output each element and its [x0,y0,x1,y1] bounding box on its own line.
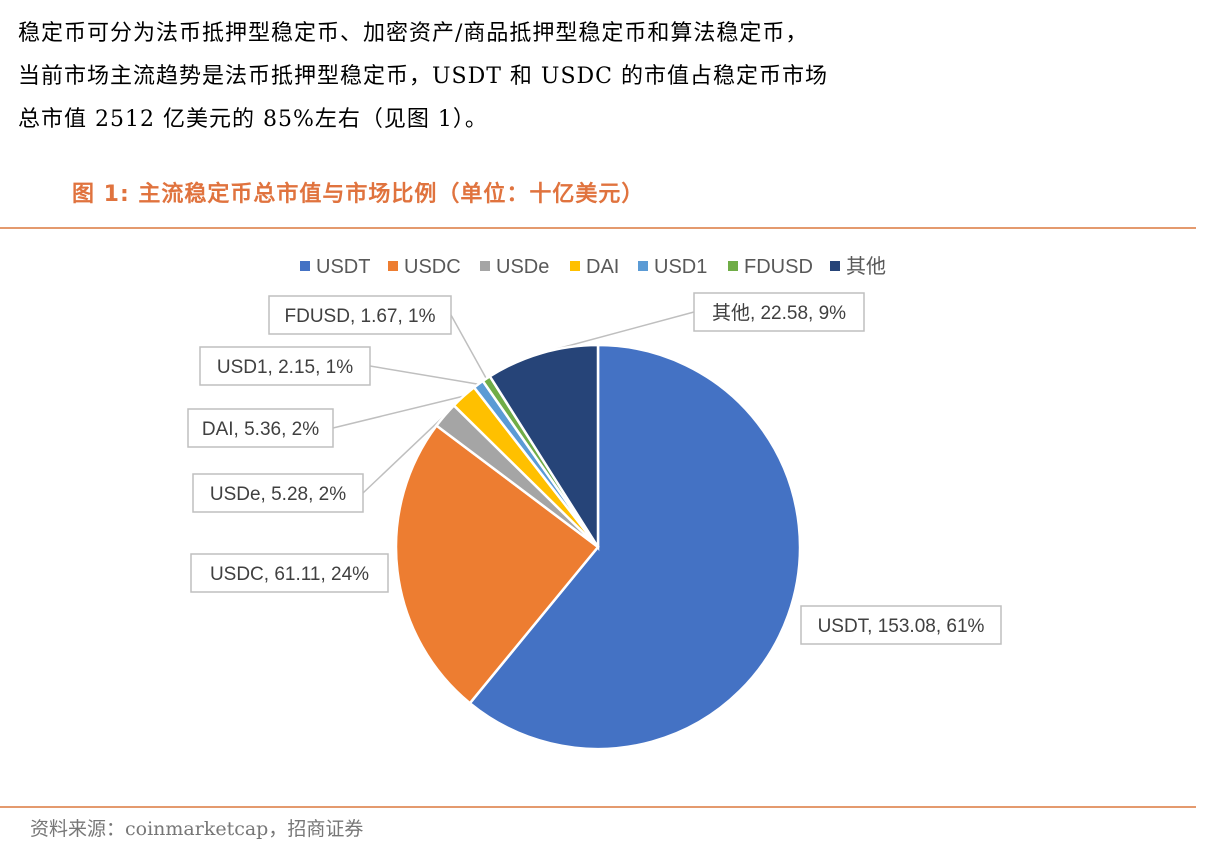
legend-swatch-fdusd [728,261,738,271]
legend-label-usde: USDe [496,256,549,278]
leader-line-usd1 [369,365,479,385]
legend-swatch-usdt [300,261,310,271]
data-label-fdusd: FDUSD, 1.67, 1% [285,306,436,327]
data-label-dai: DAI, 5.36, 2% [202,419,319,440]
legend-label-fdusd: FDUSD [744,256,813,278]
legend-label-usdt: USDT [316,256,370,278]
paragraph-line-3: 总市值 2512 亿美元的 85%左右（见图 1）。 [18,107,488,132]
leader-line-fdusd [450,314,488,380]
pie-slice-usdc [394,423,600,705]
legend-swatch-usde [480,261,490,271]
leader-line-usde [362,414,446,494]
data-label-box-usdt [800,605,1002,645]
data-label-box-usde [192,473,364,513]
legend-label-usdc: USDC [404,256,461,278]
legend-swatch-dai [570,261,580,271]
data-label-box-other [693,292,865,332]
source-note: 资料来源：coinmarketcap，招商证券 [30,818,364,840]
leader-line-dai [332,395,464,429]
legend-swatch-usd1 [638,261,648,271]
legend-swatch-usdc [388,261,398,271]
data-label-usdt: USDT, 153.08, 61% [818,616,985,637]
pie-slices [394,343,802,751]
chart-area: USDT USDC USDe DAI USD1 FDUSD 其他 USDT, 153.08,… [4,231,1194,803]
intro-paragraph: 稳定币可分为法币抵押型稳定币、加密资产/商品抵押型稳定币和算法稳定币， 当前市场… [18,12,1198,141]
pie-slice-other [488,343,600,552]
pie-slice-usdt [468,343,802,751]
data-label-usdc: USDC, 61.11, 24% [210,564,369,585]
data-label-box-usd1 [199,346,371,386]
paragraph-line-1: 稳定币可分为法币抵押型稳定币、加密资产/商品抵押型稳定币和算法稳定币， [18,21,809,46]
leader-lines [332,311,695,494]
chart-legend: USDT USDC USDe DAI USD1 FDUSD 其他 [300,255,886,278]
data-label-box-fdusd [268,295,452,335]
data-label-box-dai [187,408,334,448]
data-label-other: 其他, 22.58, 9% [712,302,846,324]
legend-label-usd1: USD1 [654,256,707,278]
paragraph-line-2: 当前市场主流趋势是法币抵押型稳定币，USDT 和 USDC 的市值占稳定币市场 [18,64,828,89]
legend-swatch-other [830,261,840,271]
pie-chart: USDT USDC USDe DAI USD1 FDUSD 其他 USDT, 153.08,… [187,255,1002,751]
figure-top-rule [0,227,1196,229]
data-label-usde: USDe, 5.28, 2% [210,484,346,505]
legend-label-dai: DAI [586,256,619,278]
data-label-usd1: USD1, 2.15, 1% [217,357,353,378]
figure-bottom-rule [0,806,1196,808]
legend-label-other: 其他 [846,255,886,278]
data-labels: USDT, 153.08, 61% USDC, 61.11, 24% USDe, 5… [187,292,1002,645]
figure-title: 图 1: 主流稳定币总市值与市场比例（单位：十亿美元） [72,182,645,207]
data-label-box-usdc [190,553,389,593]
